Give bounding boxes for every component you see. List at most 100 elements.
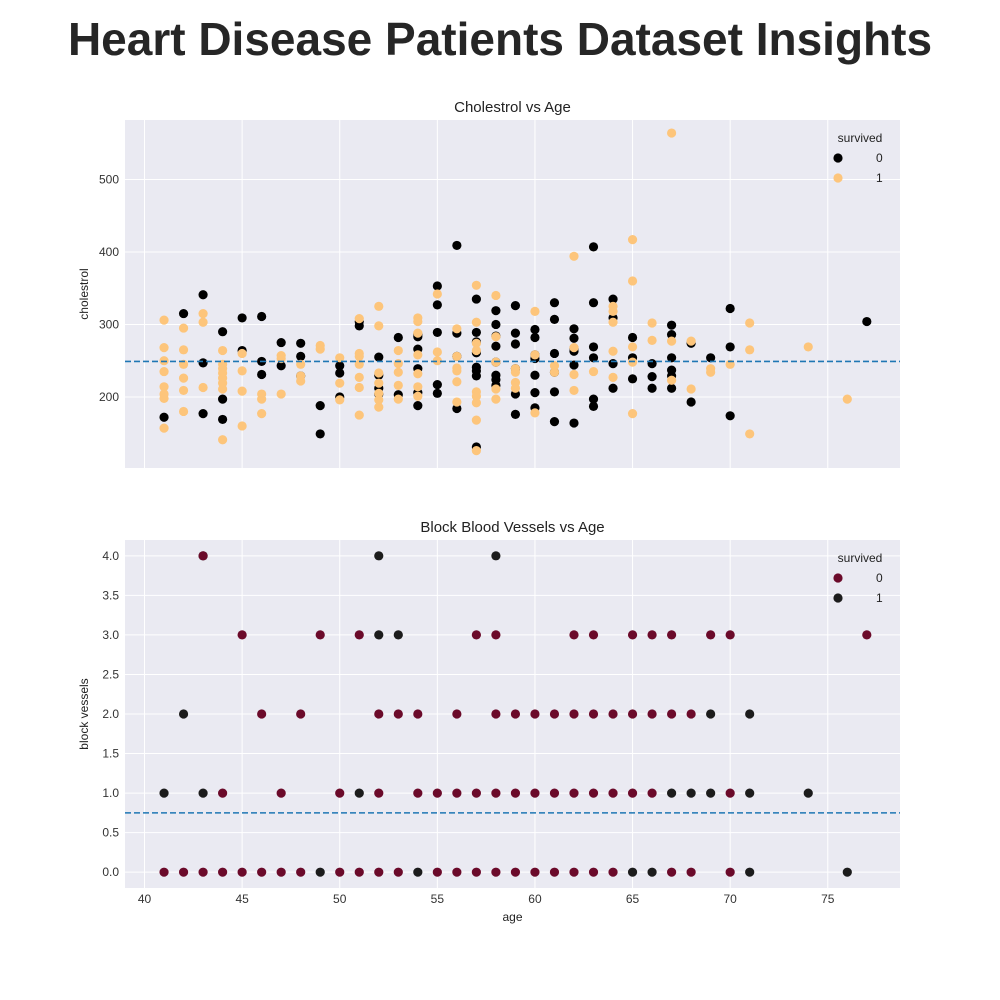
data-point-survived-1 xyxy=(257,394,267,404)
data-point-survived-1 xyxy=(530,408,540,418)
data-point-survived-1 xyxy=(432,347,442,357)
data-point-survived-1 xyxy=(491,290,501,301)
data-point-survived-1 xyxy=(237,348,247,359)
data-point-survived-0 xyxy=(257,709,267,719)
data-point-survived-1 xyxy=(471,345,481,356)
data-point-survived-1 xyxy=(666,128,677,138)
data-point-survived-1 xyxy=(198,382,208,393)
data-point-survived-1 xyxy=(452,324,462,334)
data-point-survived-0 xyxy=(471,867,481,877)
data-point-survived-0 xyxy=(647,709,657,719)
data-point-survived-0 xyxy=(530,370,540,380)
y-tick-label: 1.5 xyxy=(102,747,119,761)
y-tick-label: 2.5 xyxy=(102,667,119,681)
data-point-survived-0 xyxy=(276,337,286,348)
data-point-survived-1 xyxy=(706,367,716,377)
data-point-survived-0 xyxy=(569,324,579,334)
x-tick-label: 70 xyxy=(723,892,737,906)
data-point-survived-0 xyxy=(257,311,267,322)
data-point-survived-0 xyxy=(374,788,384,798)
data-point-survived-0 xyxy=(647,788,657,798)
data-point-survived-0 xyxy=(686,397,696,407)
data-point-survived-1 xyxy=(452,366,462,376)
data-point-survived-0 xyxy=(549,867,560,877)
data-point-survived-0 xyxy=(530,388,540,398)
legend-title: survived xyxy=(838,131,883,145)
data-point-survived-0 xyxy=(471,788,481,798)
data-point-survived-1 xyxy=(627,276,638,286)
data-point-survived-1 xyxy=(374,630,384,640)
data-point-survived-1 xyxy=(276,389,286,399)
data-point-survived-0 xyxy=(706,353,716,363)
data-point-survived-0 xyxy=(374,352,384,362)
data-point-survived-0 xyxy=(510,867,521,877)
data-point-survived-1 xyxy=(471,446,481,456)
data-point-survived-1 xyxy=(159,788,169,798)
data-point-survived-1 xyxy=(178,373,189,383)
data-point-survived-0 xyxy=(686,709,696,719)
data-point-survived-0 xyxy=(588,342,599,352)
data-point-survived-1 xyxy=(452,351,462,361)
data-point-survived-1 xyxy=(510,367,521,377)
data-point-survived-0 xyxy=(627,788,638,798)
data-point-survived-0 xyxy=(159,412,169,422)
data-point-survived-1 xyxy=(491,394,501,404)
data-point-survived-1 xyxy=(569,251,579,261)
data-point-survived-1 xyxy=(627,409,638,419)
data-point-survived-0 xyxy=(491,341,501,351)
data-point-survived-0 xyxy=(530,332,540,343)
data-point-survived-1 xyxy=(666,375,677,385)
data-point-survived-0 xyxy=(627,709,638,719)
data-point-survived-1 xyxy=(198,308,208,319)
x-tick-label: 45 xyxy=(235,892,249,906)
data-point-survived-0 xyxy=(608,867,618,877)
data-point-survived-0 xyxy=(686,867,696,877)
data-point-survived-1 xyxy=(335,395,345,405)
data-point-survived-0 xyxy=(276,867,286,877)
legend-label-0: 0 xyxy=(876,151,883,165)
data-point-survived-1 xyxy=(666,336,677,346)
data-point-survived-1 xyxy=(374,551,384,561)
data-point-survived-0 xyxy=(588,298,599,308)
data-point-survived-1 xyxy=(198,788,208,798)
data-point-survived-0 xyxy=(706,630,716,640)
data-point-survived-0 xyxy=(471,294,481,304)
data-point-survived-1 xyxy=(237,366,247,376)
data-point-survived-0 xyxy=(335,361,345,371)
data-point-survived-0 xyxy=(471,327,481,338)
data-point-survived-0 xyxy=(666,709,677,719)
data-point-survived-0 xyxy=(510,301,521,311)
data-point-survived-1 xyxy=(471,398,481,408)
data-point-survived-1 xyxy=(354,372,364,382)
data-point-survived-0 xyxy=(608,294,618,304)
legend-marker-1 xyxy=(833,593,843,603)
data-point-survived-0 xyxy=(198,409,208,419)
data-point-survived-0 xyxy=(198,867,208,877)
chart-title: Block Blood Vessels vs Age xyxy=(420,519,604,536)
data-point-survived-0 xyxy=(725,303,735,314)
x-axis-label: age xyxy=(502,910,522,924)
legend-marker-0 xyxy=(833,153,843,163)
data-point-survived-0 xyxy=(549,709,560,719)
legend-title: survived xyxy=(838,551,883,565)
data-point-survived-0 xyxy=(218,327,228,337)
data-point-survived-1 xyxy=(647,867,657,877)
data-point-survived-1 xyxy=(745,788,755,798)
data-point-survived-0 xyxy=(530,709,540,719)
data-point-survived-1 xyxy=(686,336,696,346)
data-point-survived-0 xyxy=(588,867,599,877)
data-point-survived-1 xyxy=(178,345,189,355)
data-point-survived-0 xyxy=(198,551,208,561)
data-point-survived-0 xyxy=(608,359,618,369)
data-point-survived-0 xyxy=(393,332,403,343)
data-point-survived-0 xyxy=(666,330,677,340)
y-axis-label: block vessels xyxy=(77,678,91,749)
data-point-survived-0 xyxy=(276,361,286,371)
data-point-survived-1 xyxy=(471,280,481,290)
data-point-survived-1 xyxy=(374,301,384,311)
data-point-survived-0 xyxy=(237,630,247,640)
data-point-survived-0 xyxy=(510,328,521,338)
data-point-survived-1 xyxy=(374,321,384,331)
data-point-survived-0 xyxy=(354,321,364,331)
data-point-survived-0 xyxy=(452,240,462,251)
